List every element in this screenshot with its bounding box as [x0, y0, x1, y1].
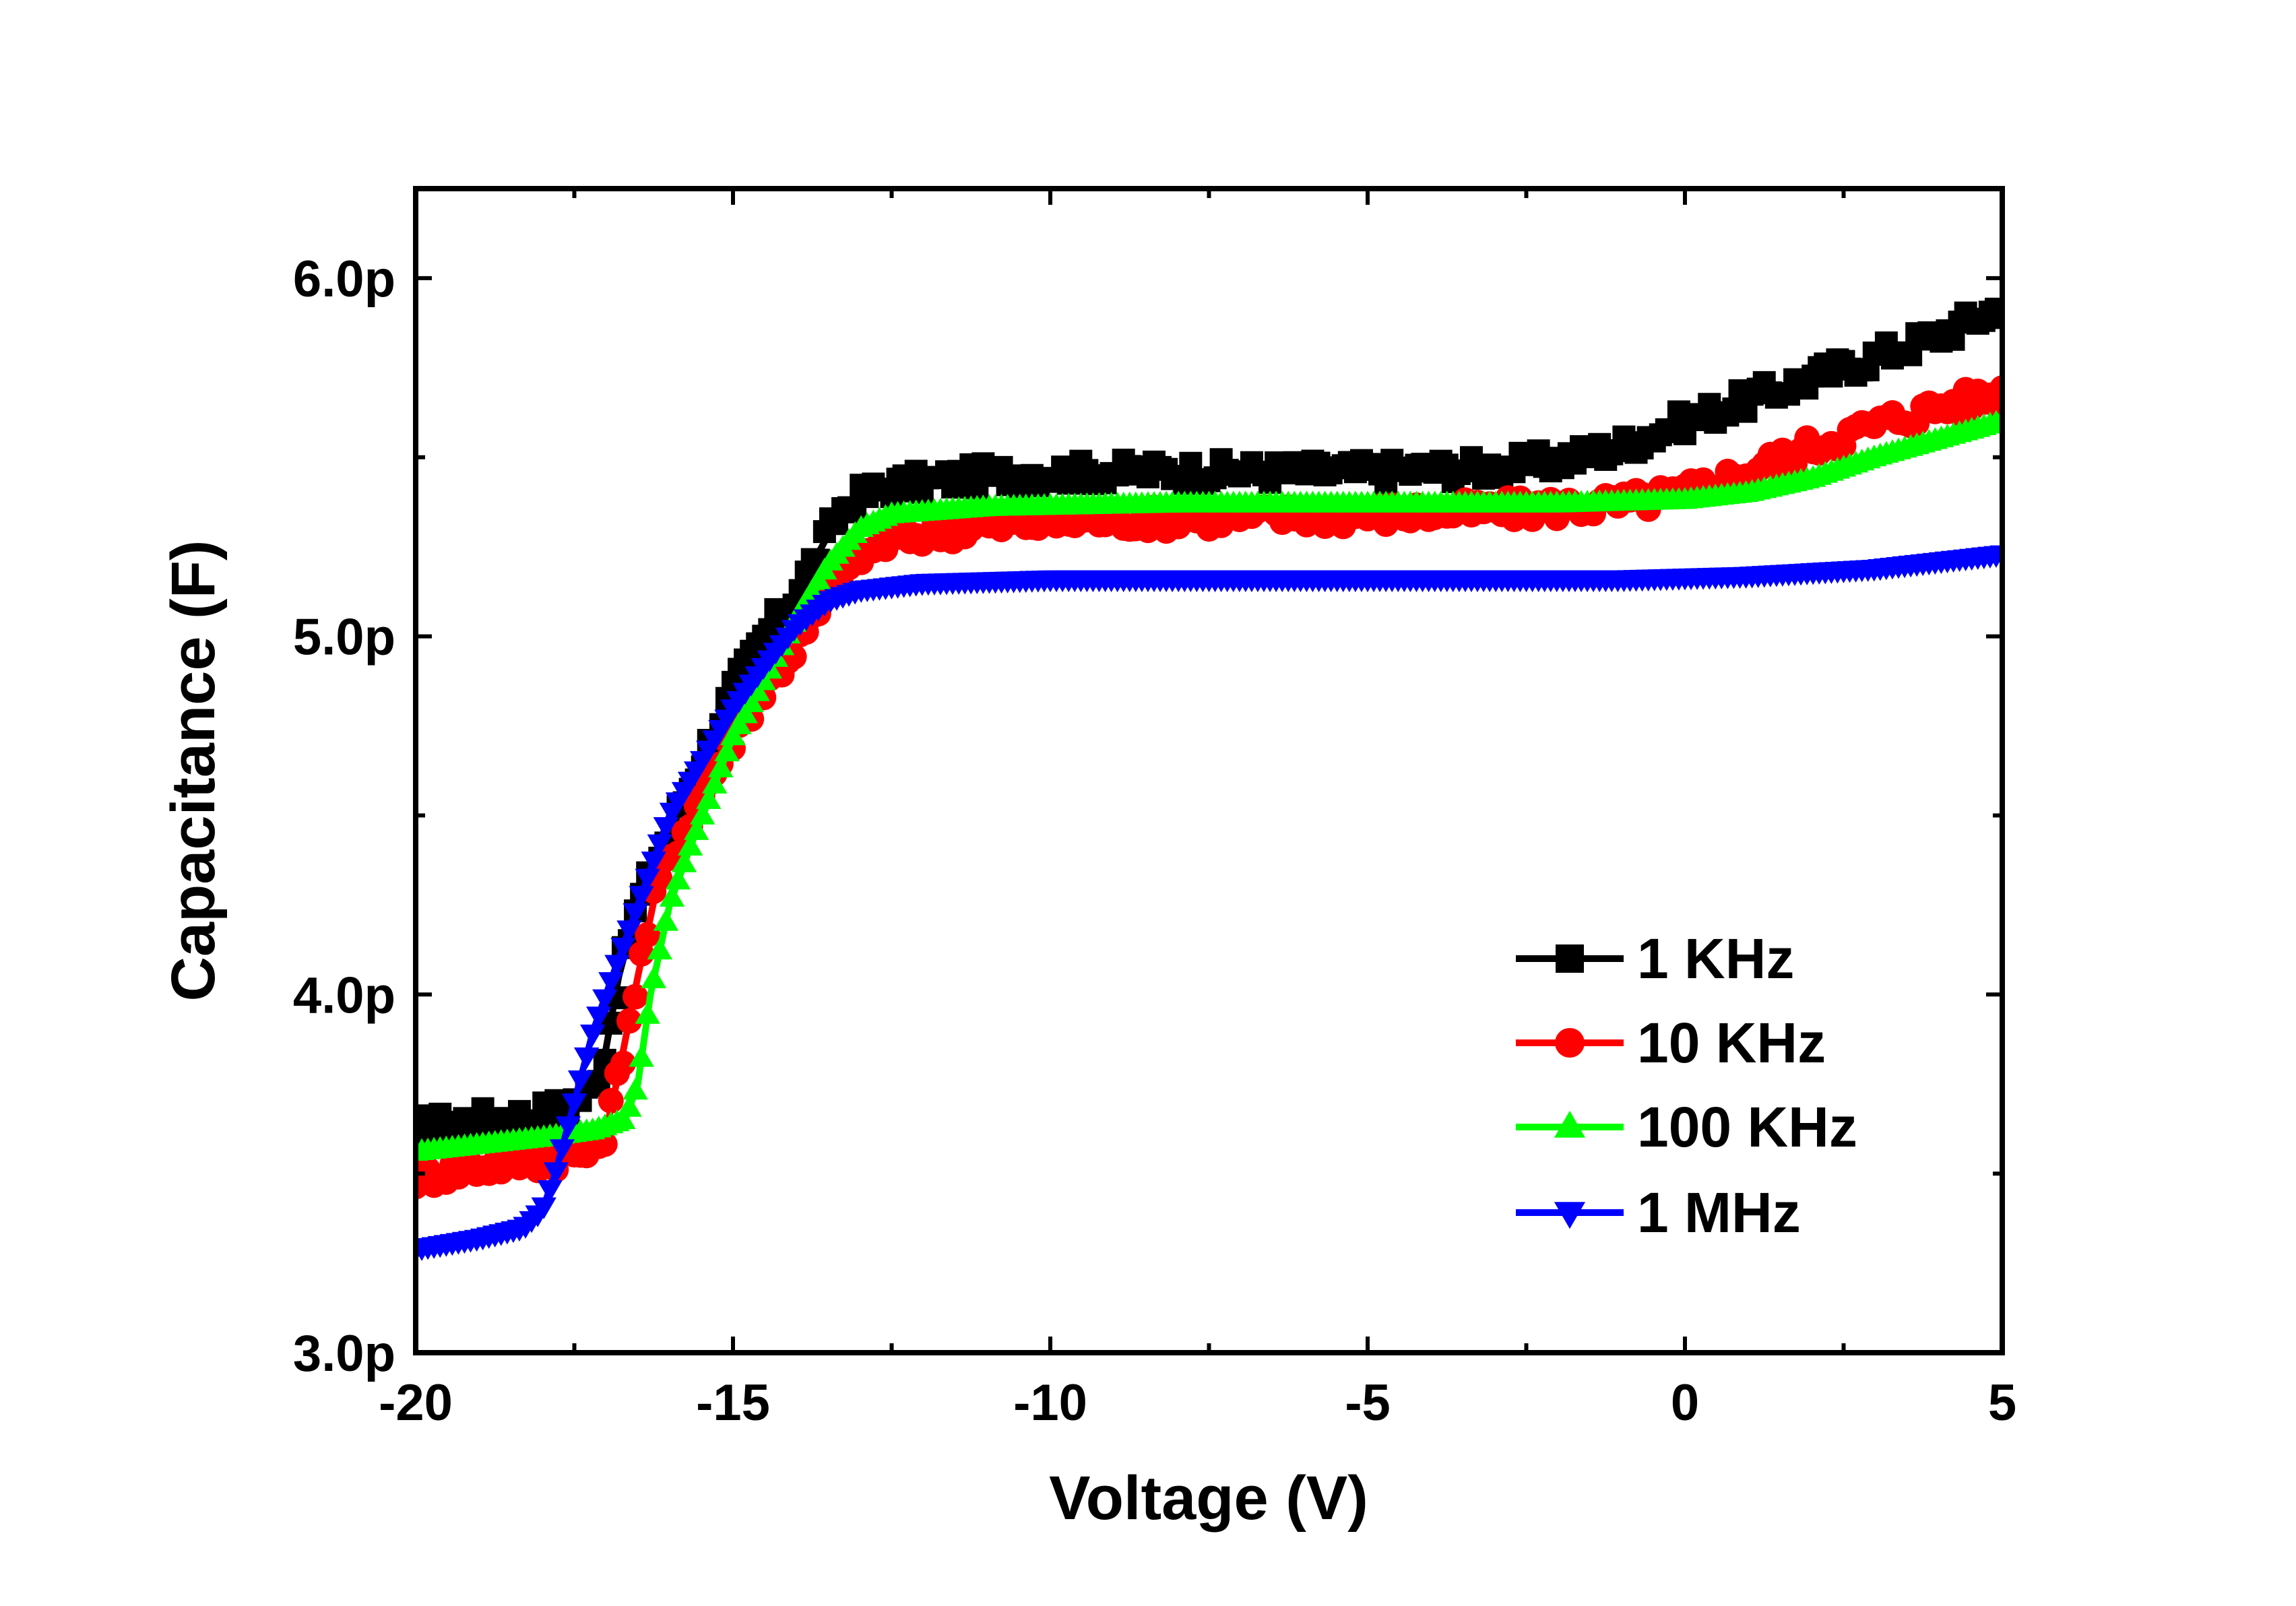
data-point: [629, 886, 654, 908]
data-point: [1991, 306, 2002, 329]
data-point: [671, 850, 697, 872]
data-point: [732, 701, 758, 724]
data-point: [1989, 375, 2002, 402]
series-layer: [416, 297, 2002, 1262]
data-point: [647, 938, 673, 960]
legend-label: 1 MHz: [1637, 1181, 1801, 1244]
data-point: [586, 1006, 612, 1029]
legend-item-1-khz: 1 KHz: [1516, 927, 1794, 990]
y-tick-label: 3.0p: [293, 1325, 395, 1382]
x-tick-label: -20: [379, 1374, 453, 1432]
legend-marker: [1554, 1202, 1586, 1229]
legend-label: 100 KHz: [1637, 1095, 1857, 1159]
data-point: [592, 989, 618, 1011]
y-axis-title: Capacitance (F): [159, 540, 228, 1001]
data-point: [738, 690, 764, 713]
legend-marker: [1554, 1110, 1586, 1138]
data-point: [635, 922, 661, 948]
y-tick-label: 4.0p: [293, 967, 395, 1024]
data-point: [623, 903, 648, 926]
legend-marker: [1556, 944, 1584, 973]
data-point: [683, 818, 709, 840]
series-1-mhz: [416, 545, 2002, 1262]
data-point: [635, 1002, 660, 1024]
x-tick-label: -5: [1345, 1374, 1391, 1432]
y-tick-label: 5.0p: [293, 609, 395, 666]
legend-item-1-mhz: 1 MHz: [1516, 1181, 1801, 1244]
x-axis-title: Voltage (V): [1049, 1464, 1368, 1533]
data-point: [690, 802, 715, 825]
data-point: [623, 984, 649, 1010]
legend-marker: [1555, 1028, 1585, 1058]
data-point: [543, 1162, 569, 1184]
data-point: [623, 1077, 648, 1100]
data-point: [702, 771, 728, 794]
data-point: [1989, 408, 2002, 430]
data-point: [561, 1093, 587, 1116]
tick-labels-layer: -20 -15 -10 -5 0 5 3.0p 4.0p 5.0p 6.0p: [293, 251, 2016, 1432]
data-point: [579, 1024, 606, 1047]
data-point: [708, 755, 734, 777]
data-point: [635, 868, 660, 891]
series-1-khz: [416, 297, 2002, 1148]
data-point: [537, 1180, 563, 1202]
data-point: [659, 885, 685, 907]
data-point: [726, 712, 752, 734]
data-point: [677, 833, 703, 856]
x-tick-label: 5: [1988, 1374, 2016, 1432]
data-point: [599, 1011, 623, 1035]
data-point: [598, 1088, 624, 1114]
data-point: [720, 723, 746, 746]
data-point: [641, 852, 666, 874]
legend-label: 1 KHz: [1637, 927, 1794, 990]
data-point: [1502, 460, 1526, 484]
data-point: [567, 1070, 594, 1093]
data-point: [647, 834, 673, 856]
data-point: [610, 1050, 636, 1077]
data-point: [616, 1095, 642, 1117]
data-point: [555, 1116, 581, 1138]
legend-item-10-khz: 10 KHz: [1516, 1011, 1826, 1074]
data-point: [1989, 545, 2002, 567]
data-point: [616, 1008, 642, 1034]
data-point: [629, 1045, 654, 1067]
data-point: [1942, 327, 1965, 351]
ticks-layer: [414, 189, 2004, 1355]
data-point: [610, 1107, 636, 1130]
data-point: [531, 1197, 556, 1219]
x-tick-label: -10: [1013, 1374, 1087, 1432]
data-point: [598, 972, 624, 994]
x-tick-label: 0: [1671, 1374, 1699, 1432]
legend-item-100-khz: 100 KHz: [1516, 1095, 1857, 1159]
data-point: [616, 920, 642, 942]
data-point: [653, 909, 679, 931]
data-point: [714, 739, 740, 762]
data-point: [641, 966, 666, 988]
data-point: [665, 868, 691, 890]
legend-label: 10 KHz: [1637, 1011, 1826, 1074]
series-line: [416, 303, 2002, 1130]
data-point: [696, 787, 722, 809]
y-tick-label: 6.0p: [293, 251, 395, 308]
x-tick-label: -15: [696, 1374, 770, 1432]
data-point: [573, 1047, 600, 1070]
data-point: [549, 1139, 575, 1161]
data-point: [610, 937, 636, 960]
data-point: [604, 955, 630, 977]
legend: 1 KHz 10 KHz 100 KHz 1 MHz: [1516, 927, 1857, 1244]
plot-frame: [413, 186, 2005, 1355]
data-point: [1179, 451, 1203, 475]
